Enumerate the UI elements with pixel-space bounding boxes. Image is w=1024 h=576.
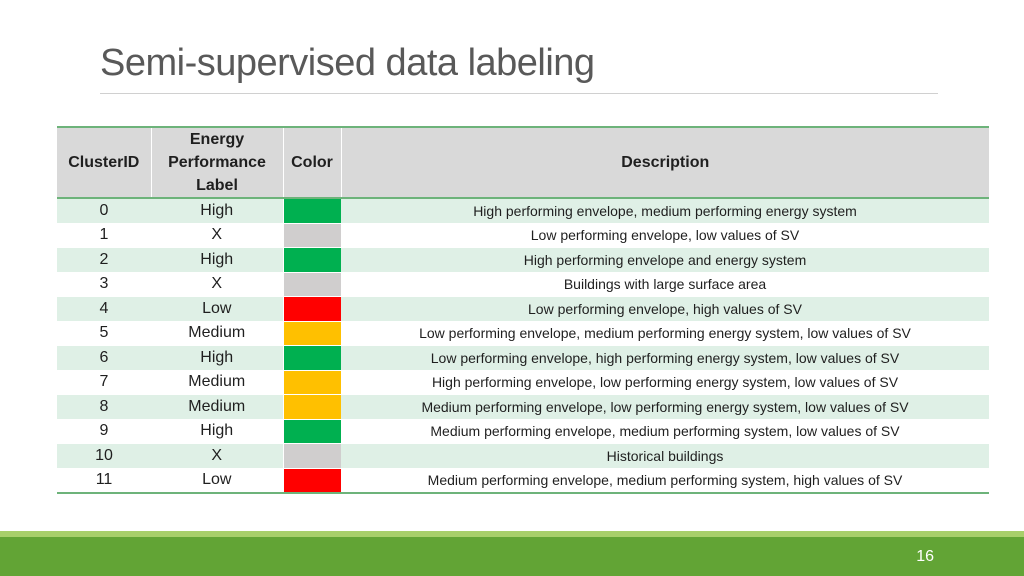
cluster-id-cell: 10 [57, 443, 151, 468]
slide-title: Semi-supervised data labeling [100, 42, 595, 84]
title-divider [100, 93, 938, 94]
color-swatch-cell [282, 467, 341, 493]
description-cell: Buildings with large surface area [341, 271, 989, 297]
table-header-row: ClusterID Energy Performance Label Color… [57, 127, 989, 199]
header-cluster-id: ClusterID [57, 127, 151, 199]
table-row: 2 High High performing envelope and energy… [57, 247, 989, 272]
footer-bar: 16 [0, 531, 1024, 576]
cluster-id-cell: 8 [57, 394, 151, 419]
description-cell: Low performing envelope, high performing… [341, 345, 989, 370]
performance-label-cell: Medium [151, 320, 283, 346]
description-cell: High performing envelope and energy syst… [341, 247, 989, 272]
header-energy-performance-label: Energy Performance Label [150, 127, 283, 199]
table-row: 7 Medium High performing envelope, low per… [57, 369, 989, 395]
cluster-id-cell: 4 [57, 296, 151, 321]
header-color: Color [282, 127, 341, 199]
performance-label-cell: X [151, 443, 283, 468]
color-swatch-cell [282, 345, 341, 370]
description-cell: Medium performing envelope, medium perfo… [341, 467, 989, 493]
description-cell: Historical buildings [341, 443, 989, 468]
performance-label-cell: Medium [151, 369, 283, 395]
cluster-id-cell: 7 [57, 369, 151, 395]
header-description: Description [340, 127, 989, 199]
color-swatch-cell [282, 296, 341, 321]
performance-label-cell: High [151, 418, 283, 444]
table-row: 1 X Low performing envelope, low values of… [57, 222, 989, 248]
color-swatch-cell [282, 271, 341, 297]
cluster-id-cell: 1 [57, 222, 151, 248]
color-swatch-cell [282, 443, 341, 468]
table-row: 9 High Medium performing envelope, medium … [57, 418, 989, 444]
color-swatch-cell [282, 418, 341, 444]
description-cell: High performing envelope, low performing… [341, 369, 989, 395]
cluster-id-cell: 3 [57, 271, 151, 297]
page-number: 16 [916, 548, 934, 565]
cluster-id-cell: 0 [57, 197, 151, 223]
color-swatch-cell [282, 197, 341, 223]
table-row: 8 Medium Medium performing envelope, low p… [57, 394, 989, 419]
performance-label-cell: X [151, 222, 283, 248]
color-swatch-cell [282, 369, 341, 395]
cluster-table: ClusterID Energy Performance Label Color… [57, 126, 989, 494]
cluster-id-cell: 9 [57, 418, 151, 444]
description-cell: High performing envelope, medium perform… [341, 197, 989, 223]
description-cell: Low performing envelope, medium performi… [341, 320, 989, 346]
cluster-id-cell: 11 [57, 467, 151, 493]
table-row: 0 High High performing envelope, medium pe… [57, 197, 989, 223]
table-row: 11 Low Medium performing envelope, medium … [57, 467, 989, 493]
description-cell: Medium performing envelope, low performi… [341, 394, 989, 419]
color-swatch-cell [282, 247, 341, 272]
table-row: 6 High Low performing envelope, high perfo… [57, 345, 989, 370]
table-row: 3 X Buildings with large surface area [57, 271, 989, 297]
description-cell: Medium performing envelope, medium perfo… [341, 418, 989, 444]
performance-label-cell: High [151, 247, 283, 272]
header-label-line-3: Label [196, 177, 238, 194]
color-swatch-cell [282, 222, 341, 248]
performance-label-cell: Medium [151, 394, 283, 419]
table-row: 10 X Historical buildings [57, 443, 989, 468]
performance-label-cell: X [151, 271, 283, 297]
performance-label-cell: Low [151, 467, 283, 493]
cluster-id-cell: 2 [57, 247, 151, 272]
performance-label-cell: High [151, 345, 283, 370]
header-label-line-2: Performance [168, 154, 266, 171]
footer-accent-stripe [0, 531, 1024, 537]
performance-label-cell: High [151, 197, 283, 223]
header-label-line-1: Energy [189, 131, 245, 148]
color-swatch-cell [282, 394, 341, 419]
cluster-id-cell: 6 [57, 345, 151, 370]
table-row: 4 Low Low performing envelope, high values… [57, 296, 989, 321]
performance-label-cell: Low [151, 296, 283, 321]
color-swatch-cell [282, 320, 341, 346]
table-row: 5 Medium Low performing envelope, medium p… [57, 320, 989, 346]
description-cell: Low performing envelope, high values of … [341, 296, 989, 321]
cluster-id-cell: 5 [57, 320, 151, 346]
table-body: 0 High High performing envelope, medium pe… [57, 197, 989, 493]
description-cell: Low performing envelope, low values of S… [341, 222, 989, 248]
